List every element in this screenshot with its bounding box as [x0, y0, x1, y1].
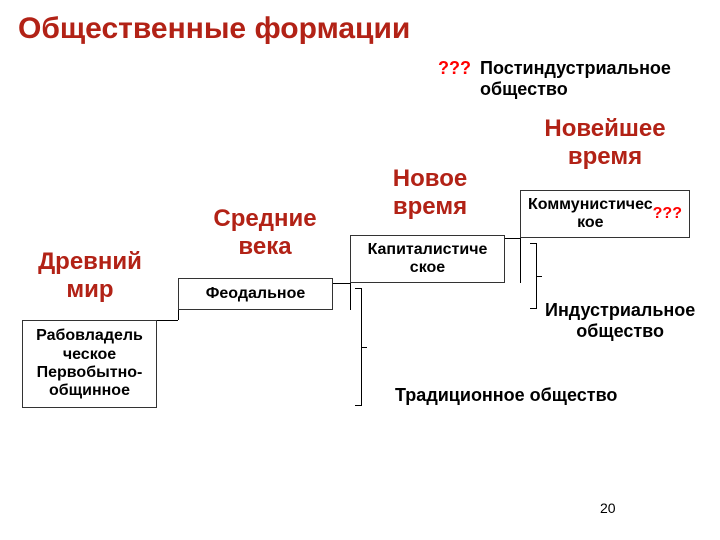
page-number: 20 [600, 500, 616, 516]
era-ancient: Древний мир [20, 248, 160, 303]
step-connector [333, 283, 350, 284]
page-title: Общественные формации [18, 12, 410, 46]
step-connector [350, 283, 351, 310]
box-communist-text: Коммунистичес кое [528, 196, 653, 233]
step-connector [178, 310, 179, 320]
era-newest: Новейшее время [520, 115, 690, 170]
brace-traditional [355, 288, 369, 406]
postindustrial-label: Постиндустриальное общество [480, 58, 671, 99]
top-question-marks: ??? [438, 58, 471, 79]
era-modern: Новое время [365, 165, 495, 220]
step-connector [505, 238, 520, 239]
era-medieval: Средние века [190, 205, 340, 260]
box-communist: Коммунистичес кое ??? [520, 190, 690, 238]
step-connector [520, 238, 521, 283]
brace-industrial [530, 243, 544, 309]
box-feudal: Феодальное [178, 278, 333, 310]
step-connector [157, 320, 178, 321]
box-primitive: Рабовладель ческое Первобытно- общинное [22, 320, 157, 408]
box-communist-qmark: ??? [653, 205, 682, 223]
box-capitalist: Капиталистиче ское [350, 235, 505, 283]
industrial-society-label: Индустриальное общество [545, 300, 695, 341]
traditional-society-label: Традиционное общество [395, 385, 617, 406]
diagram-stage: { "canvas": { "width": 720, "height": 54… [0, 0, 720, 540]
